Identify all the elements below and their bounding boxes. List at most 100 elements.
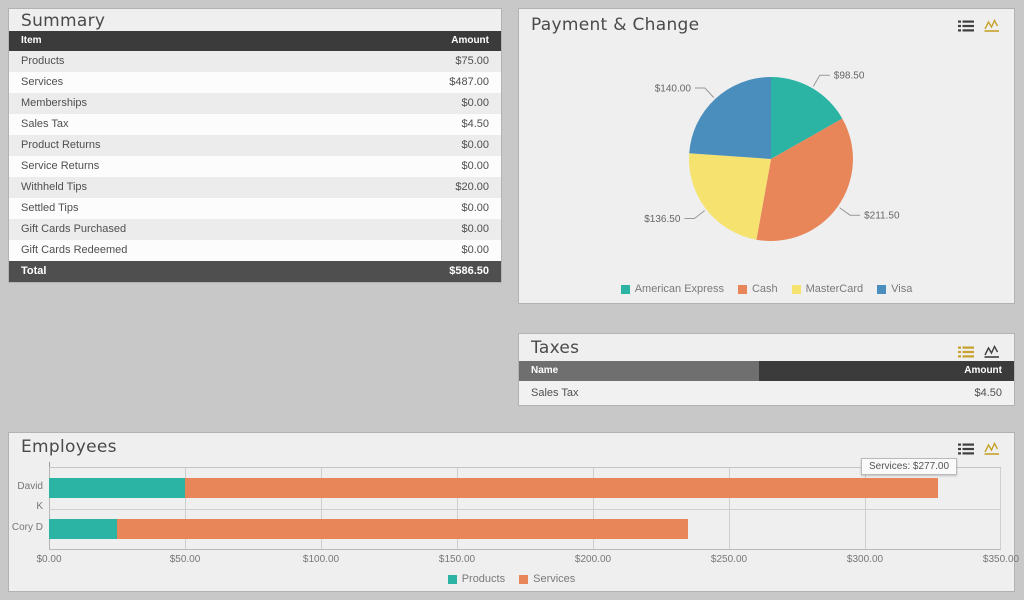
summary-table-header: Item Amount [9,31,501,51]
bar-david-k [49,478,939,499]
taxes-table-header: Name Amount [519,361,1014,381]
list-view-icon[interactable] [958,345,976,359]
row-amount: $0.00 [461,160,489,172]
employees-panel: Employees Services: $277.00 Products Serv… [8,432,1019,592]
legend-item-services: Services [519,573,575,585]
pie-slice-american-express[interactable] [771,77,843,159]
bar-tooltip: Services: $277.00 [861,458,958,475]
row-amount: $0.00 [461,244,489,256]
panel-title-taxes: Taxes [531,338,580,358]
row-amount: $20.00 [455,181,489,193]
bar-segment-services-cory-d[interactable] [117,518,689,539]
row-amount: $0.00 [461,223,489,235]
bar-legend: Products Services [9,573,1014,585]
bar-segment-products-david-k[interactable] [49,478,185,499]
legend-label: Products [461,573,506,585]
row-label: Withheld Tips [21,181,88,193]
pie-slice-mastercard[interactable] [688,153,771,240]
column-header-amount: Amount [759,361,1014,381]
legend-item-products: Products [447,573,506,585]
legend-label: MasterCard [805,283,864,295]
bar-segment-services-david-k[interactable] [185,478,939,499]
table-row: Gift Cards Purchased $0.00 [9,219,501,240]
row-amount: $4.50 [974,387,1002,399]
total-amount: $586.50 [449,265,489,277]
row-amount: $0.00 [461,139,489,151]
pie-value-label: $98.50 [834,71,865,82]
legend-swatch [519,574,529,584]
table-row: Service Returns $0.00 [9,156,501,177]
row-label: Settled Tips [21,202,79,214]
legend-swatch [737,284,747,294]
chart-view-icon[interactable] [984,344,1002,359]
table-row: Services $487.00 [9,72,501,93]
total-label: Total [21,265,47,277]
legend-swatch [791,284,801,294]
y-category-label: Cory D [11,521,43,533]
x-tick-label: $100.00 [302,554,340,565]
table-row: Product Returns $0.00 [9,135,501,156]
column-header-name: Name [519,361,760,381]
row-label: Product Returns [21,139,101,151]
row-amount: $487.00 [449,76,489,88]
row-label: Gift Cards Purchased [21,223,127,235]
table-row: Sales Tax $4.50 [9,114,501,135]
legend-item-cash: Cash [737,283,778,295]
column-header-amount: Amount [451,35,489,46]
x-tick-label: $250.00 [710,554,748,565]
pie-label-leader [812,74,830,87]
legend-label: Services [533,573,576,585]
x-tick-label: $300.00 [846,554,884,565]
panel-title-payment: Payment & Change [531,15,700,35]
x-tick-label: $0.00 [36,554,62,565]
panel-title-employees: Employees [21,437,117,457]
legend-swatch [877,284,887,294]
pie-label-leader [684,210,706,219]
row-amount: $0.00 [461,97,489,109]
legend-swatch [620,284,630,294]
x-tick-label: $50.00 [169,554,201,565]
table-row: Withheld Tips $20.00 [9,177,501,198]
band-separator [49,508,1001,510]
payment-panel: Payment & Change $98.50 $211.50 $136.50 $14… [518,8,1015,304]
row-label: Memberships [21,97,88,109]
pie-value-label: $211.50 [864,211,900,222]
axis-tick [49,462,50,468]
legend-item-mastercard: MasterCard [791,283,864,295]
x-tick-label: $150.00 [438,554,476,565]
column-header-item: Item [21,35,42,46]
bar-segment-products-cory-d[interactable] [49,518,117,539]
table-row: Gift Cards Redeemed $0.00 [9,240,501,261]
row-label: Sales Tax [531,387,579,399]
chart-view-icon[interactable] [984,441,1002,456]
pie-legend: American Express Cash MasterCard Visa [519,283,1014,295]
chart-view-icon[interactable] [984,18,1002,33]
row-label: Products [21,55,65,67]
row-label: Service Returns [21,160,100,172]
row-amount: $75.00 [455,55,489,67]
legend-item-american-express: American Express [620,283,724,295]
table-row: Settled Tips $0.00 [9,198,501,219]
pie-slice-visa[interactable] [689,76,771,159]
summary-total-row: Total $586.50 [9,261,501,282]
x-tick-label: $350.00 [982,554,1020,565]
pie-label-leader [839,207,861,216]
pie-slice-cash[interactable] [756,118,853,241]
legend-label: Visa [891,283,913,295]
pie-label-leader [694,87,715,98]
list-view-icon[interactable] [958,19,976,33]
legend-label: American Express [634,283,724,295]
table-row: Sales Tax $4.50 [519,381,1014,405]
row-label: Services [21,76,64,88]
legend-swatch [447,574,457,584]
row-amount: $0.00 [461,202,489,214]
legend-item-visa: Visa [877,283,912,295]
taxes-panel: Taxes Name Amount Sales Tax $4.50 [518,333,1015,406]
row-label: Gift Cards Redeemed [21,244,128,256]
summary-panel: Summary Item Amount Products $75.00 Serv… [8,8,502,283]
list-view-icon[interactable] [958,442,976,456]
employees-bar-chart [49,467,1001,550]
pie-value-label: $136.50 [644,214,681,225]
payment-pie-chart: $98.50 $211.50 $136.50 $140.00 [644,71,900,241]
